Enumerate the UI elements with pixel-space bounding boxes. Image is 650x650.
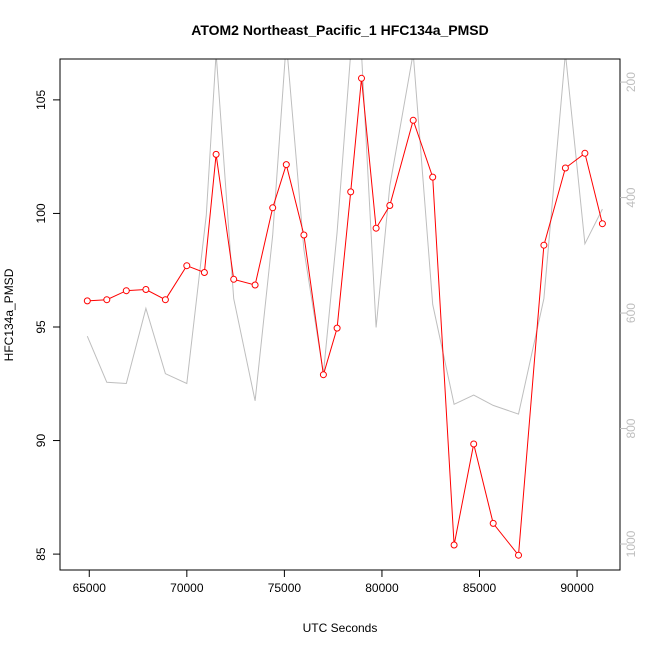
data-point	[122, 287, 130, 295]
data-point	[251, 281, 259, 289]
data-point	[372, 224, 380, 232]
primary-series-line	[87, 78, 603, 557]
chart-title: ATOM2 Northeast_Pacific_1 HFC134a_PMSD	[191, 22, 488, 38]
data-point	[183, 262, 191, 270]
data-point	[470, 440, 478, 448]
data-point	[212, 150, 220, 158]
y2-tick-label: 600	[624, 303, 638, 323]
data-point	[83, 297, 91, 305]
data-point	[230, 275, 238, 283]
y-tick-label: 95	[34, 320, 48, 334]
plot-frame	[59, 58, 621, 571]
x-tick-label: 85000	[463, 581, 497, 595]
data-point	[319, 371, 327, 379]
data-point	[561, 164, 569, 172]
y-tick-label: 85	[34, 547, 48, 561]
x-tick-label: 70000	[170, 581, 204, 595]
data-point	[429, 173, 437, 181]
data-point	[581, 149, 589, 157]
data-point	[142, 286, 150, 293]
data-point	[300, 231, 308, 239]
data-point	[347, 188, 355, 196]
data-point	[489, 519, 497, 527]
data-point	[450, 541, 458, 549]
y-tick-label: 100	[34, 203, 48, 223]
data-point	[386, 202, 394, 209]
data-point	[540, 241, 548, 249]
data-point	[333, 324, 341, 332]
x-tick-label: 65000	[73, 581, 107, 595]
y-tick-label: 105	[34, 90, 48, 110]
y2-tick-label: 800	[624, 418, 638, 438]
x-axis-label: UTC Seconds	[303, 621, 378, 635]
data-point	[409, 116, 417, 124]
x-tick-label: 90000	[560, 581, 594, 595]
secondary-series-line	[86, 59, 603, 415]
data-point	[269, 204, 277, 212]
data-point	[598, 220, 606, 228]
y-tick-label: 90	[34, 434, 48, 448]
x-tick-label: 75000	[268, 581, 302, 595]
data-point	[515, 551, 522, 559]
data-point	[358, 74, 365, 82]
data-point	[200, 269, 208, 276]
data-point	[161, 296, 169, 304]
plot-area	[83, 59, 606, 559]
y2-tick-label: 400	[624, 187, 638, 207]
x-tick-label: 80000	[365, 581, 399, 595]
y2-tick-label: 200	[624, 72, 638, 92]
data-point	[282, 161, 290, 169]
data-point	[103, 296, 111, 304]
y2-tick-label: 1000	[624, 530, 638, 557]
y-axis-label: HFC134a_PMSD	[2, 268, 16, 361]
